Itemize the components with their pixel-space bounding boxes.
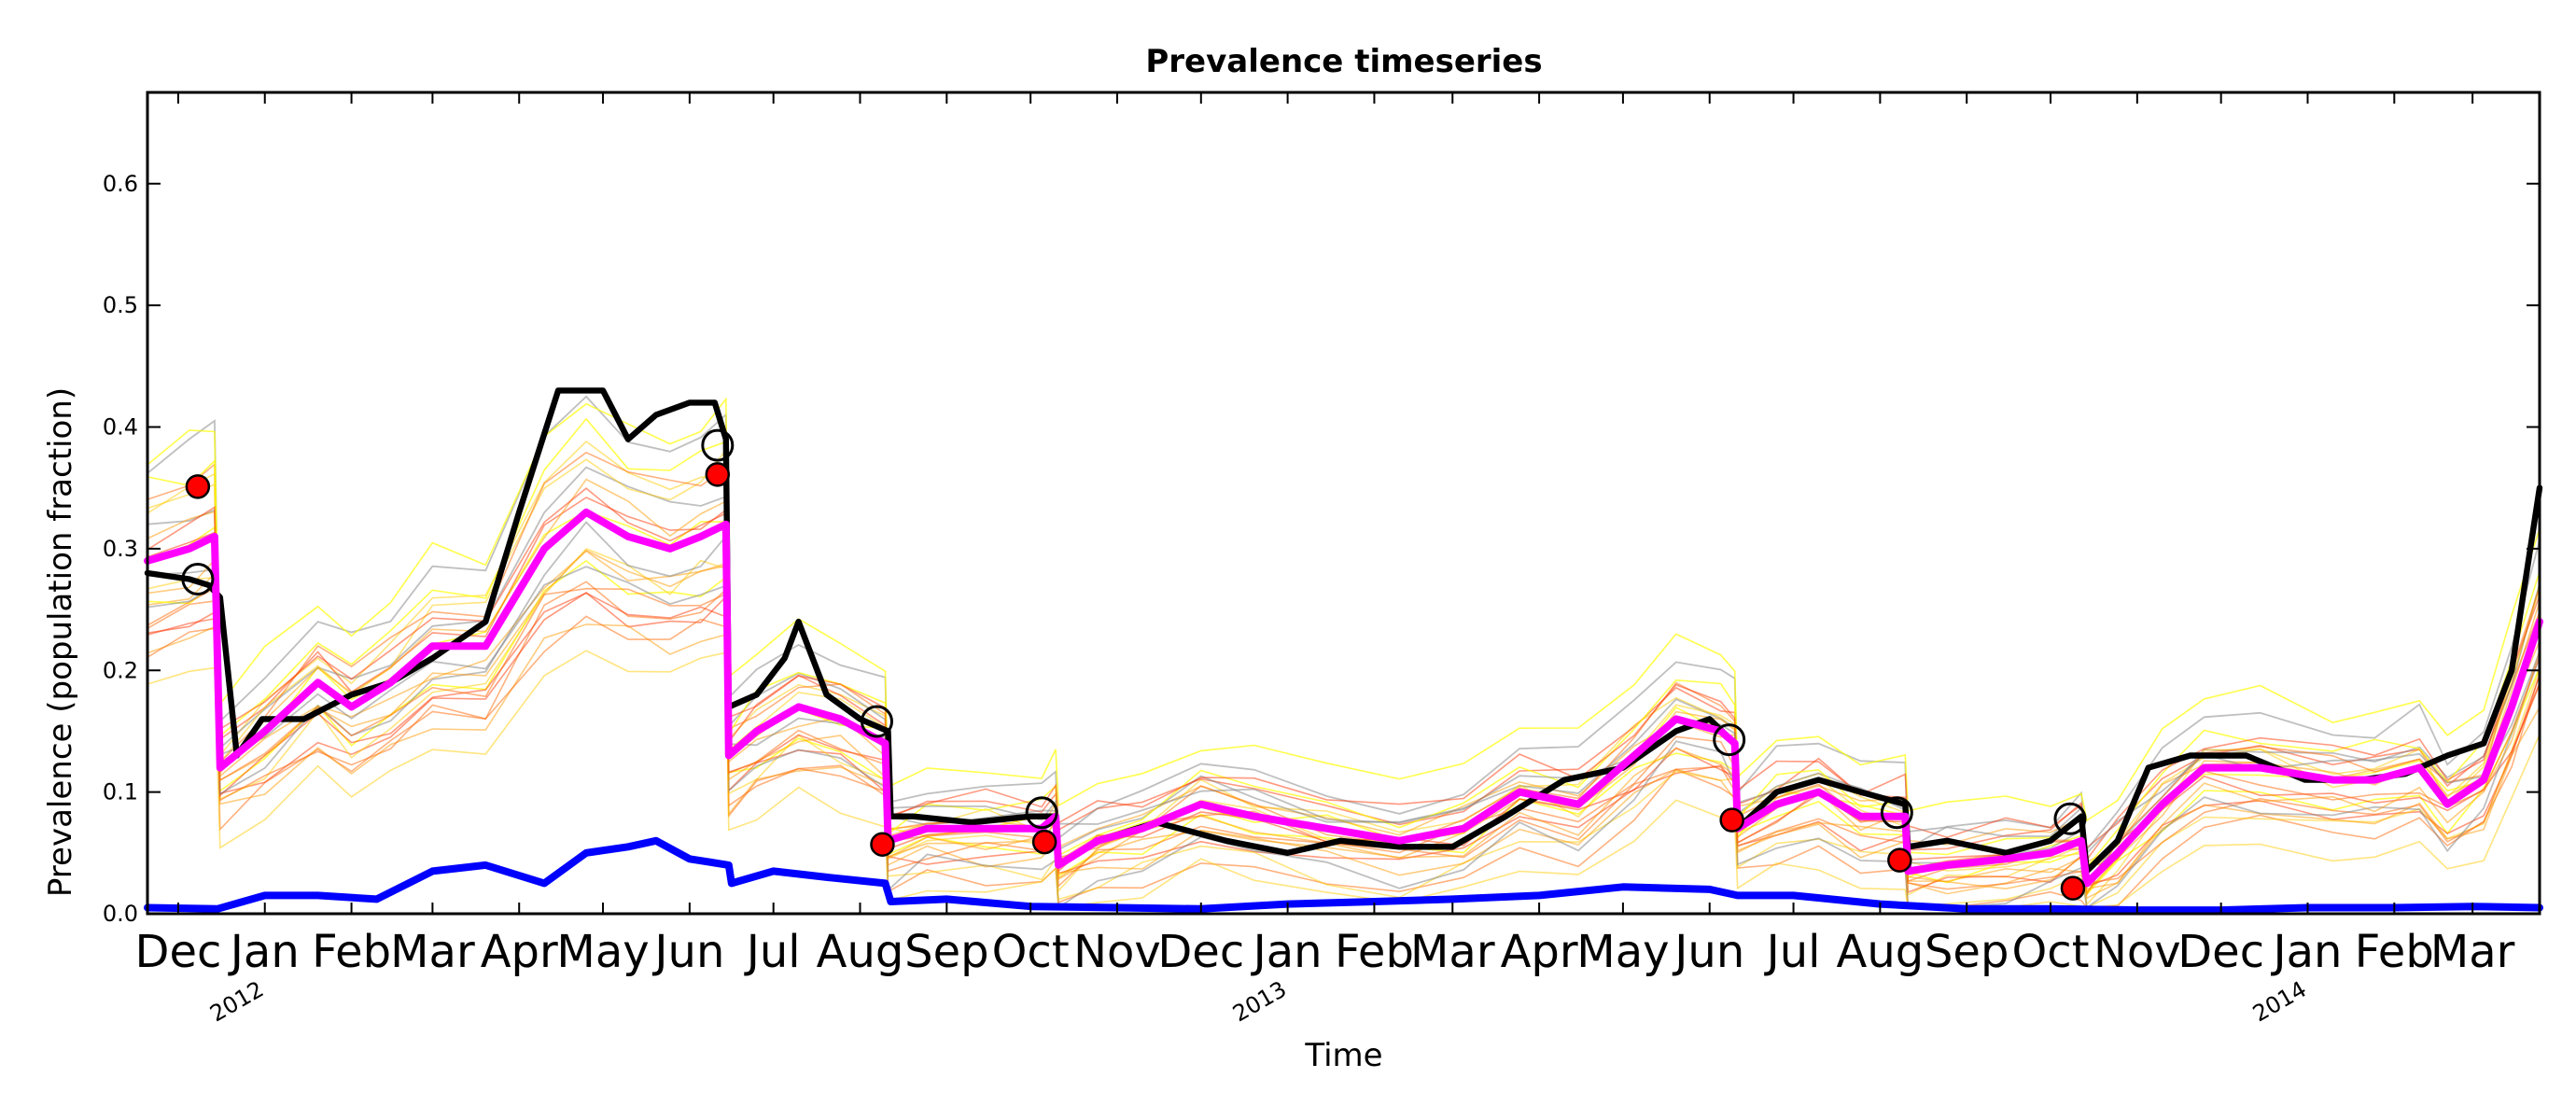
x-month-label: Mar: [390, 926, 475, 978]
plot-frame: [146, 91, 2541, 916]
blue-series-line: [144, 836, 2543, 915]
ensemble-line: [147, 549, 2541, 900]
x-month-label: Dec: [2177, 926, 2264, 978]
x-month-label: Sep: [904, 926, 988, 978]
y-tick-label: 0.2: [103, 657, 138, 683]
x-month-label: Feb: [2355, 926, 2434, 978]
ensemble-line: [147, 566, 2541, 855]
open-circle-marker: [860, 705, 893, 738]
x-month-label: Jan: [228, 926, 300, 978]
x-month-label: Dec: [134, 926, 221, 978]
open-circle-marker: [181, 562, 215, 595]
y-tick-label: 0.0: [103, 901, 138, 927]
y-axis-label: Prevalence (population fraction): [42, 387, 79, 897]
x-month-label: Jul: [744, 926, 801, 978]
y-axis-ticks: 0.0 0.1 0.2 0.3 0.4 0.5 0.6: [103, 171, 2540, 927]
ensemble-line: [147, 615, 2541, 890]
x-month-label: Apr: [481, 926, 558, 978]
x-month-label: Feb: [312, 926, 391, 978]
x-month-label: Dec: [1157, 926, 1244, 978]
ensemble-line: [147, 397, 2541, 822]
x-month-label: Apr: [1501, 926, 1578, 978]
x-month-label: Nov: [2093, 926, 2181, 978]
magenta-series-line: [144, 508, 2543, 888]
x-month-label: Oct: [2012, 926, 2090, 978]
x-month-label: May: [556, 926, 649, 978]
filled-red-marker: [1887, 847, 1912, 873]
open-circle-marker: [1713, 723, 1746, 757]
open-circle-marker: [1880, 796, 1913, 830]
x-month-label: Jan: [1251, 926, 1323, 978]
x-month-label: Jun: [651, 926, 724, 978]
filled-red-marker: [705, 462, 731, 487]
ensemble-line: [147, 478, 2541, 894]
x-year-label: 2014: [2248, 976, 2311, 1028]
x-month-label: Sep: [1925, 926, 2009, 978]
ensemble-line: [147, 395, 2541, 852]
y-tick-label: 0.1: [103, 779, 138, 805]
filled-red-marker: [870, 832, 895, 857]
x-month-label: Feb: [1335, 926, 1414, 978]
ensemble-line: [147, 587, 2541, 871]
ensemble-line: [147, 417, 2541, 870]
open-circle-marker: [1025, 796, 1058, 830]
filled-red-marker: [1031, 829, 1057, 855]
x-month-label: May: [1576, 926, 1669, 978]
x-month-label: Mar: [2430, 926, 2515, 978]
series-lines: [144, 387, 2543, 915]
y-tick-label: 0.3: [103, 536, 138, 562]
markers: [181, 428, 2087, 901]
x-month-label: Oct: [992, 926, 1070, 978]
ensemble-line: [147, 547, 2541, 909]
ensemble-line: [147, 521, 2541, 910]
x-month-label: Nov: [1073, 926, 1161, 978]
y-tick-label: 0.4: [103, 414, 138, 441]
filled-red-marker: [2060, 875, 2086, 901]
x-month-label: Jun: [1672, 926, 1744, 978]
x-month-label: Aug: [817, 926, 904, 978]
chart-title: Prevalence timeseries: [1145, 43, 1542, 80]
ensemble-line: [147, 650, 2541, 909]
x-year-label: 2012: [205, 976, 268, 1028]
filled-red-marker: [1719, 807, 1744, 833]
open-circle-marker: [701, 428, 735, 462]
x-month-label: Jul: [1764, 926, 1821, 978]
x-month-label: Aug: [1837, 926, 1925, 978]
ensemble-line: [147, 623, 2541, 895]
filled-red-marker: [185, 474, 211, 499]
x-month-label: Jan: [2270, 926, 2342, 978]
x-axis-label: Time: [1304, 1037, 1382, 1074]
y-tick-label: 0.6: [103, 171, 138, 197]
x-month-label: Mar: [1410, 926, 1495, 978]
black-series-line: [144, 387, 2543, 875]
y-tick-label: 0.5: [103, 292, 138, 318]
open-circle-marker: [2053, 802, 2087, 835]
x-year-label: 2013: [1228, 976, 1291, 1028]
